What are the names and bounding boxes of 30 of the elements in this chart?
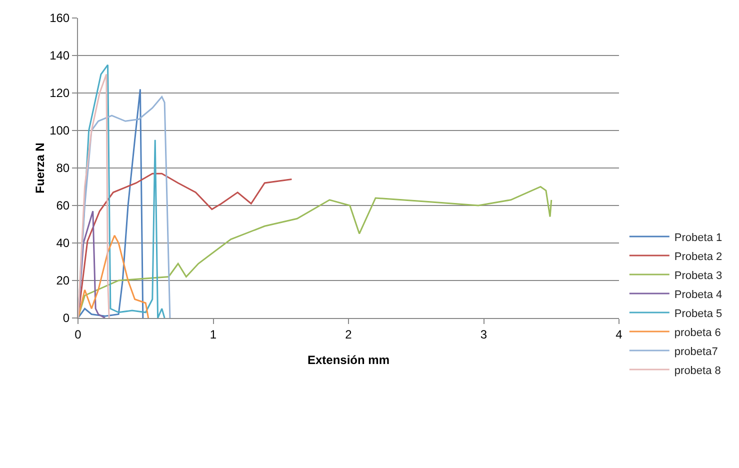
legend-label: Probeta 5 [674,308,722,320]
y-tick-label: 20 [56,274,70,288]
legend-label: probeta 8 [674,364,721,377]
line-series [78,234,150,318]
legend-label: probeta 6 [674,326,721,339]
legend-label: Probeta 2 [674,250,722,263]
y-tick-label: 140 [50,48,70,63]
y-axis-title: Fuerza N [33,142,47,194]
y-tick-label: 100 [50,124,70,138]
line-series [78,186,552,318]
legend-label: Probeta 4 [674,288,722,301]
line-series [78,74,110,318]
y-tick-label: 160 [50,11,70,26]
x-tick-label: 2 [345,327,352,342]
legend-label: Probeta 3 [674,270,722,282]
legend-label: probeta7 [674,346,718,358]
x-tick-label: 0 [74,327,82,342]
x-tick-label: 4 [616,327,623,342]
line-series [78,96,171,318]
x-tick-label: 1 [210,327,217,342]
x-tick-label: 3 [480,327,488,342]
line-series [78,88,144,318]
line-series [78,210,106,318]
legend-label: Probeta 1 [674,232,722,244]
y-tick-label: 80 [56,161,70,176]
y-tick-label: 60 [56,198,70,213]
y-tick-label: 120 [50,86,70,100]
y-tick-label: 0 [62,311,70,326]
x-axis-title: Extensión mm [307,353,390,367]
y-tick-label: 40 [56,236,70,250]
